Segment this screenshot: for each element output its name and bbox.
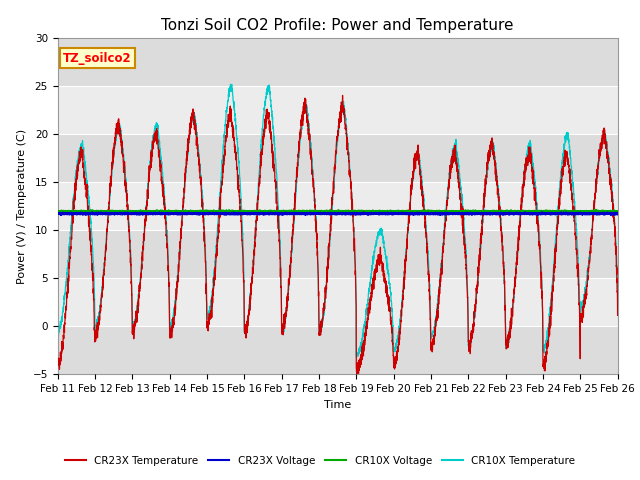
Bar [58,134,618,182]
Legend: CR23X Temperature, CR23X Voltage, CR10X Voltage, CR10X Temperature: CR23X Temperature, CR23X Voltage, CR10X … [61,452,579,470]
Bar [58,38,618,86]
Bar [58,86,618,134]
Text: TZ_soilco2: TZ_soilco2 [63,52,132,65]
Title: Tonzi Soil CO2 Profile: Power and Temperature: Tonzi Soil CO2 Profile: Power and Temper… [161,18,514,33]
Bar [58,326,618,374]
Bar [58,278,618,326]
Bar [58,182,618,230]
Bar [58,230,618,278]
X-axis label: Time: Time [324,400,351,409]
Y-axis label: Power (V) / Temperature (C): Power (V) / Temperature (C) [17,129,27,284]
